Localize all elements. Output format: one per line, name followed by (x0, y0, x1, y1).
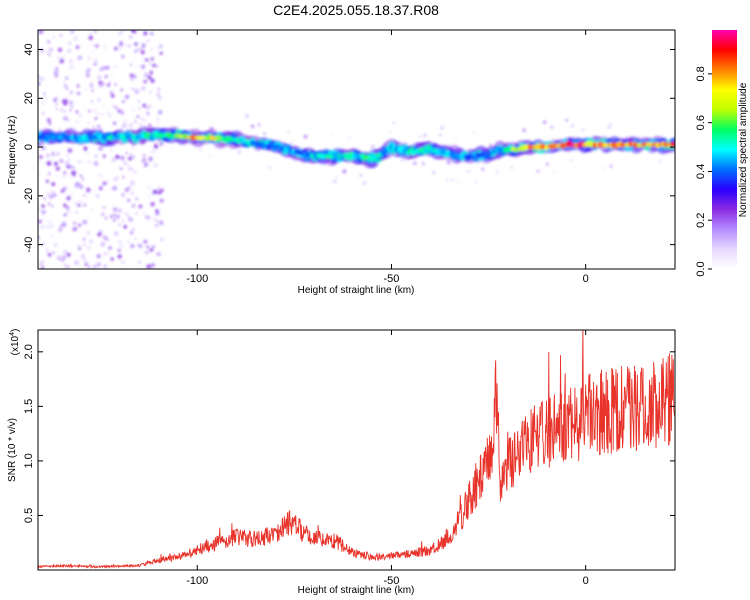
snr-x-tick-label: -50 (384, 575, 400, 587)
snr-y-multiplier: (x104) (9, 329, 21, 356)
colorbar-ticks: 0.0 0.2 0.4 0.6 0.8 (695, 66, 712, 277)
snr-axes-ticks: -100 -50 0 0.5 1.0 1.5 2.0 (23, 330, 675, 587)
heatmap-x-tick-label: 0 (583, 273, 589, 285)
colorbar-gradient (712, 30, 737, 269)
heatmap-frame (37, 29, 676, 270)
colorbar-tick-label: 0.0 (695, 261, 707, 276)
snr-y-tick-label: 1.5 (23, 399, 35, 414)
heatmap-panel: -100 -50 0 -40 -20 0 20 40 Height of straight l… (7, 29, 676, 296)
heatmap-y-tick-label: -20 (23, 188, 35, 204)
heatmap-y-tick-label: -40 (23, 237, 35, 253)
snr-x-tick-label: -100 (186, 575, 208, 587)
heatmap-y-tick-label: 0 (23, 144, 35, 150)
snr-panel: -100 -50 0 0.5 1.0 1.5 2.0 Height of straight … (7, 329, 676, 596)
heatmap-y-tick-label: 20 (23, 92, 35, 104)
snr-series-line (38, 330, 675, 569)
colorbar-label: Normalized spectral amplitude (738, 82, 749, 217)
snr-y-tick-label: 1.0 (23, 453, 35, 468)
heatmap-x-axis-label: Height of straight line (km) (298, 285, 415, 296)
heatmap-axes-ticks: -100 -50 0 -40 -20 0 20 40 (23, 30, 675, 285)
heatmap-x-tick-label: -50 (384, 273, 400, 285)
colorbar-tick-label: 0.8 (695, 66, 707, 81)
snr-y-axis-label: SNR (10 * v/v) (7, 418, 18, 482)
heatmap-image (38, 30, 675, 269)
colorbar-tick-label: 0.6 (695, 115, 707, 130)
snr-x-axis-label: Height of straight line (km) (298, 585, 415, 596)
figure-title: C2E4.2025.055.18.37.R08 (273, 2, 439, 18)
snr-background (38, 330, 675, 570)
heatmap-x-tick-label: -100 (186, 273, 208, 285)
heatmap-y-axis-label: Frequency (Hz) (7, 116, 18, 185)
snr-frame (37, 329, 676, 571)
snr-x-tick-label: 0 (583, 575, 589, 587)
heatmap-y-tick-label: 40 (23, 43, 35, 55)
snr-y-tick-label: 2.0 (23, 344, 35, 359)
snr-y-tick-label: 0.5 (23, 508, 35, 523)
colorbar-tick-label: 0.4 (695, 164, 707, 179)
colorbar: 0.0 0.2 0.4 0.6 0.8 Normalized spectral ampl… (695, 30, 749, 277)
colorbar-tick-label: 0.2 (695, 213, 707, 228)
